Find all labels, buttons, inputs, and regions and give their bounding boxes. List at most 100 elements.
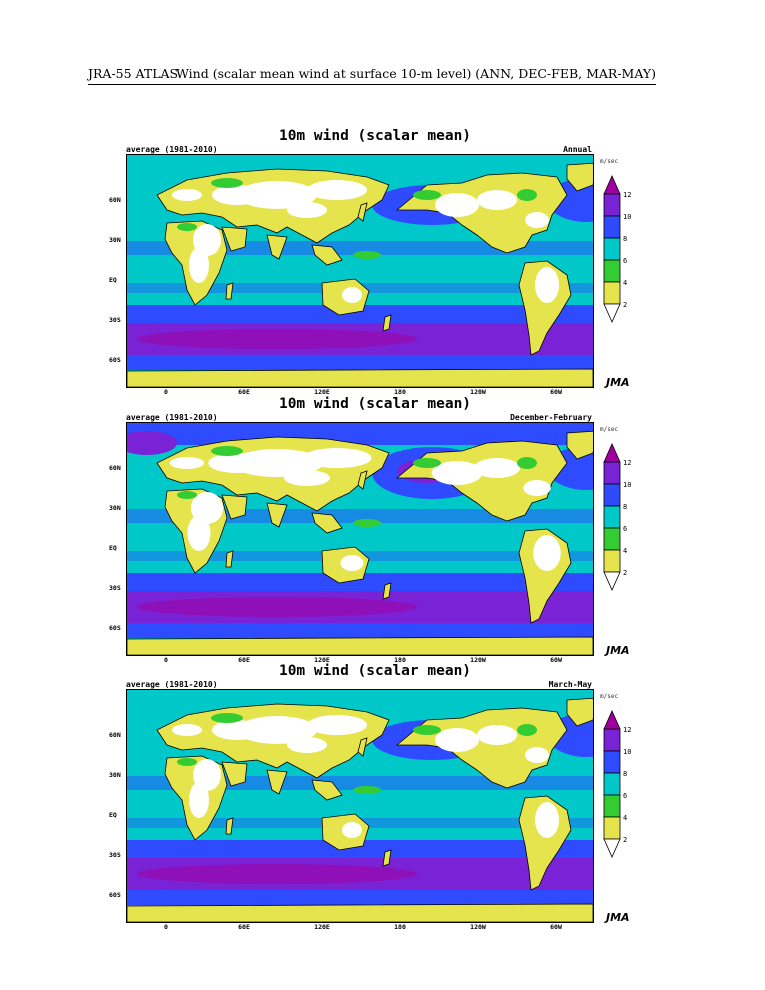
colorbar-segment [603,483,621,507]
season-label: Annual [563,145,592,154]
moderate-wind-patch [211,713,243,723]
land-arabia [221,761,248,787]
moderate-wind-areas [177,178,537,259]
colorbar-segment [603,772,621,796]
lon-label: 60W [550,923,562,931]
jma-logo: JMA [606,911,630,924]
colorbar-tick-label: 8 [623,770,627,778]
season-label: December-February [510,413,592,422]
land-madagascar [225,550,234,568]
land-new-zealand [382,314,392,332]
moderate-wind-patch [177,223,197,231]
weak-wind-patch [208,453,266,473]
wind-band [127,305,593,323]
moderate-wind-patch [517,724,537,736]
colorbar-under-2 [603,571,621,591]
averaging-period: average (1981-2010) [126,145,218,154]
weak-wind-patch [187,515,211,551]
colorbar-segment [603,237,621,261]
weak-wind-patch [212,185,262,205]
weak-wind-patch [535,802,559,838]
colorbar-segment [603,193,621,217]
lat-label: 30S [109,851,121,859]
southern-ocean-core [137,329,417,349]
lat-label: 60S [109,624,121,632]
lat-label: 30N [109,771,121,779]
lat-label: 60S [109,891,121,899]
weak-wind-patch [525,212,549,228]
north-atlantic-core [127,431,177,455]
lon-label: 120W [470,923,486,931]
weak-wind-patch [342,822,362,838]
weak-wind-patch [523,480,551,496]
averaging-period: average (1981-2010) [126,413,218,422]
lon-label: 60E [238,656,250,664]
colorbar-under-2 [603,838,621,858]
page-header: JRA-55 ATLAS Wind (scalar mean wind at s… [88,62,656,85]
colorbar-svg: 12 10 8 6 4 2 [603,710,631,858]
southern-ocean-core [137,597,417,617]
land-india [266,502,288,528]
weak-wind-patch [307,715,367,735]
colorbar-tick-label: 8 [623,503,627,511]
weak-wind-patch [302,448,372,468]
land-antarctica [127,903,593,922]
lon-label: 60W [550,656,562,664]
weak-wind-patch [169,457,205,469]
moderate-wind-patch [177,758,197,766]
weak-wind-patch [431,461,483,485]
lat-label: 30S [109,316,121,324]
wind-map-svg [127,423,593,655]
weak-wind-areas [172,180,559,303]
weak-wind-patch [435,193,479,217]
moderate-wind-patch [413,190,441,200]
colorbar-tick-label: 6 [623,525,627,533]
moderate-wind-patch [211,446,243,456]
lon-label: 60E [238,923,250,931]
weak-wind-patch [533,535,561,571]
jma-logo: JMA [606,644,630,657]
weak-wind-patch [284,470,330,486]
moderate-wind-areas [177,446,537,527]
colorbar-segment [603,816,621,840]
colorbar-segment [603,505,621,529]
colorbar-segment [603,527,621,551]
colorbar-tick-label: 2 [623,569,627,577]
colorbar-tick-label: 4 [623,814,627,822]
lat-label: 30N [109,504,121,512]
weak-wind-patch [237,181,317,209]
lon-label: 120E [314,388,330,396]
land-india [266,234,288,260]
colorbar-segment [603,461,621,485]
lon-label: 180 [394,388,406,396]
moderate-wind-patch [413,458,441,468]
weak-wind-patch [212,720,262,740]
weak-wind-patch [189,247,209,283]
lat-label: 60N [109,196,121,204]
moderate-wind-patch [413,725,441,735]
moderate-wind-areas [177,713,537,794]
lon-label: 180 [394,923,406,931]
moderate-wind-patch [353,519,381,527]
colorbar-tick-label: 4 [623,279,627,287]
lat-label: EQ [109,811,117,819]
weak-wind-areas [172,715,559,838]
lon-label: 120W [470,388,486,396]
moderate-wind-patch [177,491,197,499]
map-panel: 10m wind (scalar mean) average (1981-2010… [109,663,640,931]
land-se-asia [311,779,343,801]
land-antarctica [127,368,593,387]
lon-label: 120E [314,923,330,931]
wind-band [127,573,593,591]
moderate-wind-patch [211,178,243,188]
wind-band [127,623,593,638]
weak-wind-patch [287,202,327,218]
panel-title: 10m wind (scalar mean) [278,396,472,412]
wind-map-svg [127,690,593,922]
weak-wind-patch [172,189,202,201]
lat-label: 60N [109,464,121,472]
map-panel: 10m wind (scalar mean) average (1981-2010… [109,396,640,664]
land-arabia [221,494,248,520]
lon-label: 0 [164,388,168,396]
colorbar-svg: 12 10 8 6 4 2 [603,443,631,591]
